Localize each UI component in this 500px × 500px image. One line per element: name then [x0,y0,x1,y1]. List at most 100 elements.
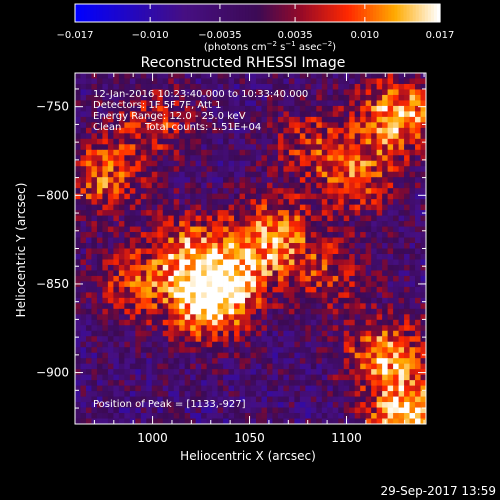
heatmap-cell [168,380,175,387]
heatmap-cell [332,363,339,370]
heatmap-cell [91,149,98,156]
heatmap-cell [415,418,421,425]
heatmap-cell [294,171,301,178]
heatmap-cell [354,297,361,304]
colorbar-tick-label: −0.0035 [198,30,241,41]
heatmap-cell [118,275,125,282]
heatmap-cell [80,210,87,216]
heatmap-cell [118,347,125,354]
heatmap-cell [349,308,356,315]
heatmap-cell [310,193,317,200]
heatmap-cell [283,105,290,112]
heatmap-cell [113,182,120,189]
heatmap-cell [338,292,345,299]
heatmap-cell [294,341,301,348]
heatmap-cell [173,193,180,200]
heatmap-cell [310,248,317,255]
heatmap-cell [360,369,367,376]
heatmap-cell [173,138,180,145]
heatmap-cell [393,336,399,343]
heatmap-cell [245,259,251,266]
heatmap-cell [409,248,416,255]
heatmap-cell [415,275,421,282]
heatmap-cell [277,286,284,293]
heatmap-cell [190,286,197,293]
heatmap-cell [294,358,301,365]
heatmap-cell [404,226,410,233]
heatmap-cell [294,396,301,403]
heatmap-cell [223,116,229,123]
heatmap-cell [245,73,251,79]
heatmap-cell [217,336,224,343]
heatmap-cell [343,105,350,112]
heatmap-cell [316,177,323,184]
heatmap-cell [393,237,399,244]
heatmap-cell [288,347,295,354]
heatmap-cell [201,270,208,277]
heatmap-cell [179,259,186,266]
heatmap-cell [338,232,345,238]
heatmap-cell [157,182,164,189]
heatmap-cell [415,160,421,167]
heatmap-cell [277,391,284,397]
heatmap-cell [201,385,208,392]
heatmap-cell [179,193,186,200]
heatmap-cell [310,281,317,288]
heatmap-cell [266,336,273,343]
heatmap-cell [415,89,421,96]
heatmap-cell [228,297,235,304]
heatmap-cell [332,253,339,260]
heatmap-cell [321,83,328,90]
heatmap-cell [327,325,334,332]
heatmap-cell [261,330,268,337]
heatmap-cell [387,341,394,348]
heatmap-cell [75,182,81,189]
colorbar-segment [272,4,277,22]
heatmap-cell [96,133,103,140]
heatmap-cell [332,358,339,365]
heatmap-cell [80,314,87,321]
heatmap-cell [288,111,295,118]
heatmap-cell [168,73,175,79]
heatmap-cell [223,210,229,216]
heatmap-cell [371,111,378,118]
heatmap-cell [305,105,312,112]
heatmap-cell [332,380,339,387]
heatmap-cell [173,215,180,222]
heatmap-cell [124,347,131,354]
heatmap-cell [255,418,262,425]
heatmap-cell [234,352,240,359]
heatmap-cell [299,325,306,332]
heatmap-cell [332,171,339,178]
heatmap-cell [206,193,213,200]
heatmap-cell [212,385,218,392]
heatmap-cell [113,391,120,397]
heatmap-cell [376,407,383,414]
heatmap-cell [338,308,345,315]
heatmap-cell [118,385,125,392]
heatmap-cell [173,292,180,299]
heatmap-cell [107,111,114,118]
heatmap-cell [277,199,284,206]
heatmap-cell [250,204,257,211]
heatmap-cell [102,396,109,403]
heatmap-cell [288,336,295,343]
heatmap-cell [327,177,334,184]
heatmap-cell [195,210,202,216]
heatmap-cell [223,358,229,365]
heatmap-cell [382,232,389,238]
heatmap-cell [151,83,158,90]
heatmap-cell [332,182,339,189]
heatmap-cell [102,286,109,293]
heatmap-cell [360,127,367,134]
heatmap-cell [354,73,361,79]
heatmap-cell [332,374,339,381]
heatmap-cell [151,166,158,173]
heatmap-cell [255,330,262,337]
heatmap-cell [140,286,147,293]
heatmap-cell [195,83,202,90]
heatmap-cell [190,281,197,288]
heatmap-cell [179,253,186,260]
heatmap-cell [212,380,218,387]
heatmap-cell [261,275,268,282]
